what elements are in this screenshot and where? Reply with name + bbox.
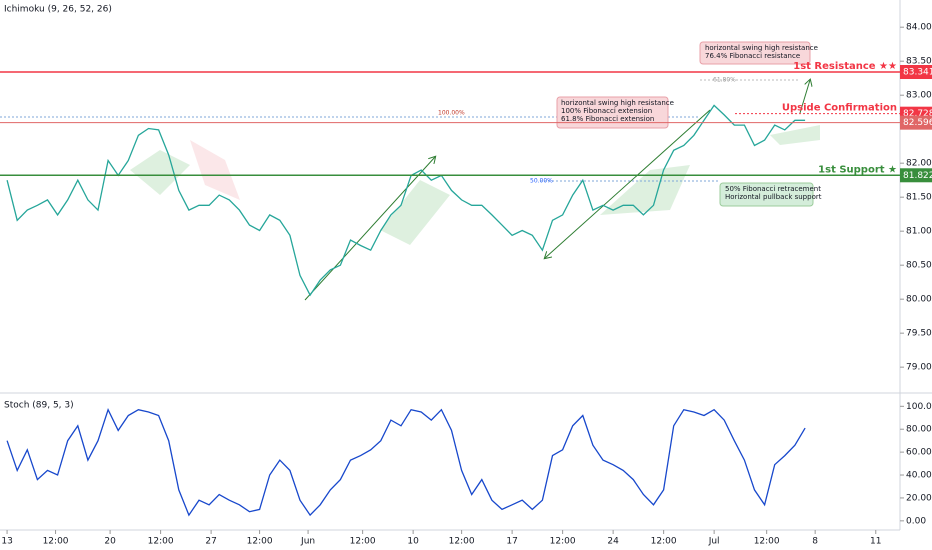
cloud <box>600 165 690 215</box>
panel-title: Stoch (89, 5, 3) <box>4 401 74 411</box>
y-tick-label: 80.000 <box>906 295 932 305</box>
x-tick-label: 12:00 <box>350 537 376 547</box>
x-tick-label: 12:00 <box>651 537 677 547</box>
price-label: 81.822 <box>903 171 932 181</box>
y-tick-label: 84.000 <box>906 23 932 33</box>
x-tick-label: 12:00 <box>550 537 576 547</box>
x-tick-label: 12:00 <box>43 537 69 547</box>
x-tick-label: 12:00 <box>754 537 780 547</box>
x-tick-label: 27 <box>205 537 216 547</box>
cloud <box>380 180 450 245</box>
annotation-text: horizontal swing high resistance <box>561 99 674 107</box>
x-tick-label: 13 <box>1 537 12 547</box>
annotation-text: horizontal swing high resistance <box>705 44 818 52</box>
cloud <box>130 150 190 195</box>
cloud <box>190 140 240 200</box>
level-label: 1st Support ★ <box>818 164 897 175</box>
y-tick-label: 83.500 <box>906 57 932 67</box>
x-tick-label: Jul <box>708 537 720 547</box>
y-tick-label: 20.00 <box>906 493 932 503</box>
annotation-text: 100% Fibonacci extension <box>561 107 652 115</box>
x-tick-label: 12:00 <box>449 537 475 547</box>
level-label: Upside Confirmation <box>782 103 897 114</box>
price-label-box <box>900 168 932 183</box>
y-tick-label: 40.00 <box>906 471 932 481</box>
y-tick-label: 79.000 <box>906 363 932 373</box>
price-label: 82.596 <box>903 118 932 128</box>
y-tick-label: 80.00 <box>906 425 932 435</box>
y-tick-label: 100.00 <box>906 402 932 412</box>
y-tick-label: 60.00 <box>906 448 932 458</box>
y-tick-label: 81.000 <box>906 227 932 237</box>
annotation-box <box>699 41 811 65</box>
annotation-box <box>719 182 814 207</box>
y-tick-label: 82.000 <box>906 159 932 169</box>
y-tick-label: 79.500 <box>906 329 932 339</box>
fib-label: 50.00% <box>530 178 553 185</box>
y-tick-label: 80.500 <box>906 261 932 271</box>
fib-label: 61.80% <box>713 77 736 84</box>
trend-arrow <box>799 80 810 114</box>
x-tick-label: 20 <box>104 537 116 547</box>
x-tick-label: Jun <box>300 537 315 547</box>
x-tick-label: 17 <box>506 537 517 547</box>
price-label-box <box>900 65 932 80</box>
panel-title: Ichimoku (9, 26, 52, 26) <box>4 5 112 15</box>
fib-label: 100.00% <box>438 110 465 117</box>
annotation-box <box>556 96 669 129</box>
x-tick-label: 12:00 <box>247 537 273 547</box>
annotation-text: Horizontal pullback support <box>725 193 822 201</box>
y-tick-label: 83.000 <box>906 91 932 101</box>
x-tick-label: 11 <box>870 537 881 547</box>
price-label-box <box>900 115 932 130</box>
annotation-text: 50% Fibonacci retracement <box>725 185 821 193</box>
trend-arrow <box>304 157 435 301</box>
annotation-text: 76.4% Fibonacci resistance <box>705 52 800 60</box>
cloud <box>770 125 820 145</box>
series-line <box>6 407 806 517</box>
x-tick-label: 24 <box>607 537 619 547</box>
x-tick-label: 12:00 <box>148 537 174 547</box>
level-label: 1st Resistance ★★ <box>793 61 897 72</box>
series-line <box>6 104 806 297</box>
price-label: 82.728 <box>903 109 932 119</box>
x-tick-label: 8 <box>812 537 818 547</box>
x-tick-label: 10 <box>407 537 419 547</box>
y-tick-label: 81.500 <box>906 193 932 203</box>
y-tick-label: 0.00 <box>906 516 926 526</box>
trend-arrow <box>545 109 711 258</box>
price-label: 83.341 <box>903 68 932 78</box>
annotation-text: 61.8% Fibonacci extension <box>561 115 654 123</box>
